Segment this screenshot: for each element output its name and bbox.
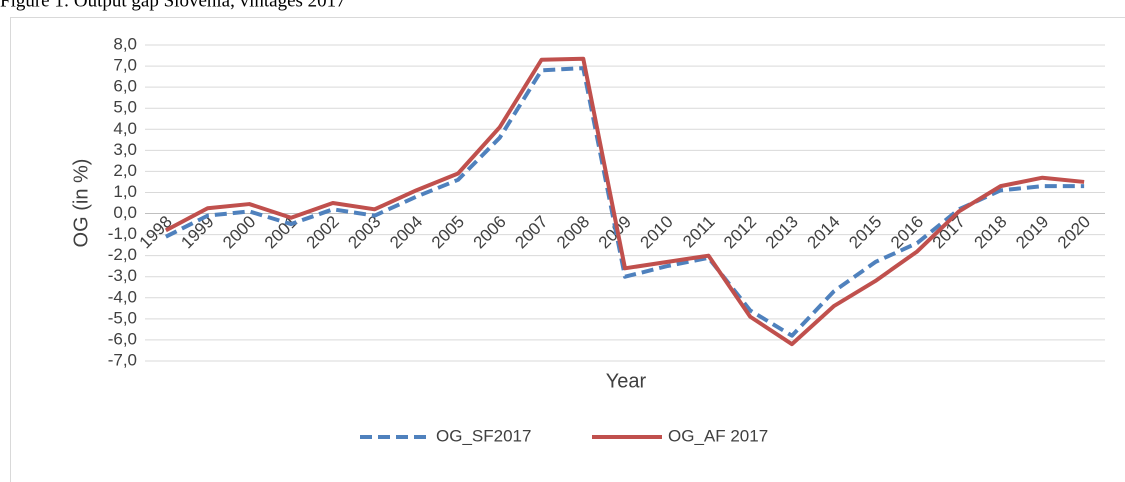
y-tick-label: 0,0 [113, 203, 137, 222]
legend-label: OG_SF2017 [436, 426, 531, 445]
series-line [164, 66, 1085, 338]
y-tick-label: 8,0 [113, 34, 137, 53]
y-tick-label: 7,0 [113, 56, 137, 75]
y-tick-label: -2,0 [108, 245, 137, 264]
chart-frame [10, 17, 1125, 482]
y-tick-label: -3,0 [108, 266, 137, 285]
y-tick-label: 4,0 [113, 119, 137, 138]
y-tick-label: -7,0 [108, 350, 137, 369]
y-tick-label: 2,0 [113, 161, 137, 180]
y-tick-label: 3,0 [113, 140, 137, 159]
y-tick-label: 6,0 [113, 77, 137, 96]
series-line [164, 56, 1085, 347]
y-axis-title: OG (in %) [70, 159, 92, 248]
x-axis-title: Year [606, 370, 647, 392]
y-tick-label: -4,0 [108, 287, 137, 306]
y-tick-label: 5,0 [113, 98, 137, 117]
y-tick-label: 1,0 [113, 182, 137, 201]
y-tick-label: -1,0 [108, 224, 137, 243]
figure-caption: Figure 1: Output gap Slovenia, vintages … [0, 0, 346, 11]
y-tick-label: -5,0 [108, 308, 137, 327]
y-tick-label: -6,0 [108, 329, 137, 348]
legend-label: OG_AF 2017 [668, 426, 768, 445]
